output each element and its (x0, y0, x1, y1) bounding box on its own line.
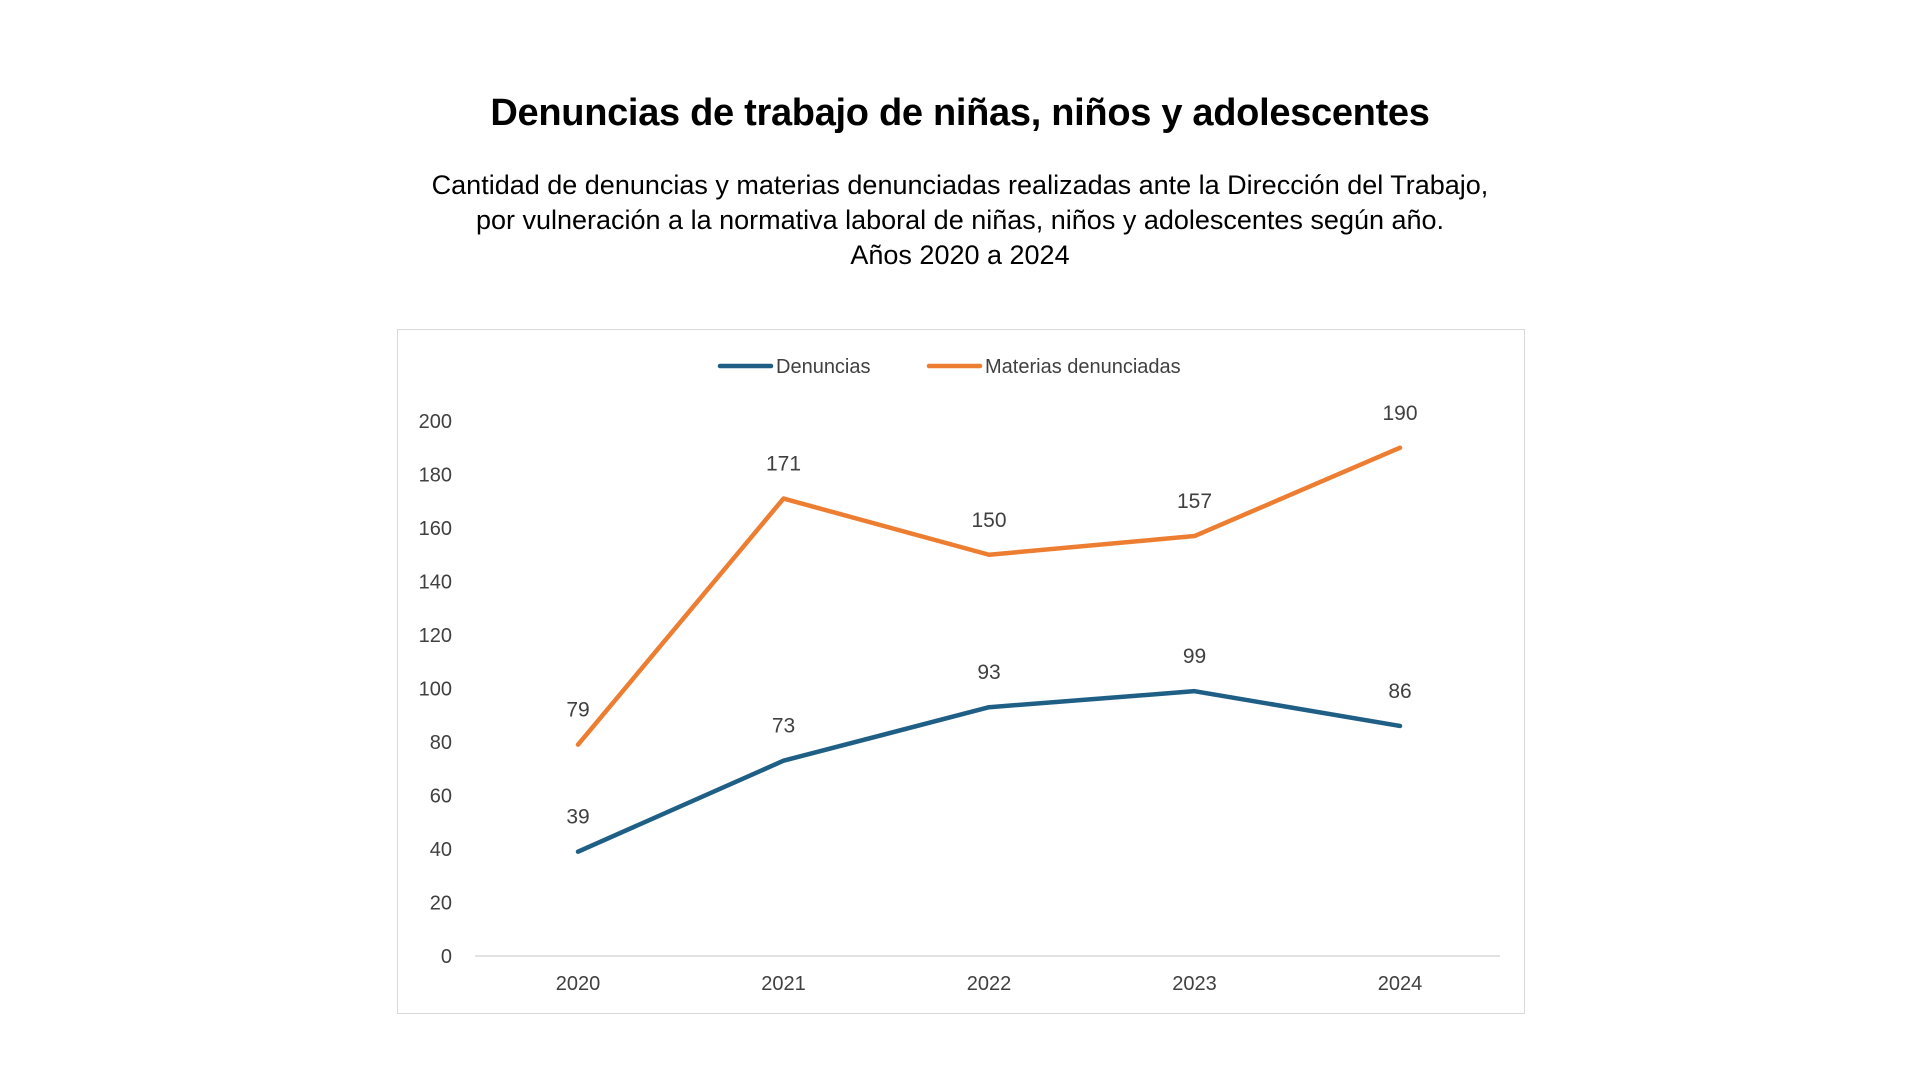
x-tick-label: 2024 (1378, 973, 1423, 995)
legend-label-denuncias: Denuncias (776, 356, 871, 378)
series-line-denuncias (575, 688, 1403, 854)
data-label: 86 (1388, 680, 1411, 703)
y-tick-label: 40 (430, 839, 452, 861)
y-tick-label: 120 (419, 625, 452, 647)
data-label: 190 (1382, 402, 1417, 425)
y-tick-label: 140 (419, 572, 452, 594)
series-line-materias-denunciadas (575, 445, 1403, 747)
y-tick-label: 180 (419, 465, 452, 487)
x-tick-label: 2021 (761, 973, 806, 995)
data-label: 93 (977, 661, 1000, 684)
x-tick-label: 2023 (1172, 973, 1217, 995)
subtitle-line-2: por vulneración a la normativa laboral d… (475, 205, 1445, 235)
chart-title: Denuncias de trabajo de niñas, niños y a… (490, 92, 1430, 134)
subtitle-line-3: Años 2020 a 2024 (850, 240, 1070, 270)
data-label: 39 (566, 806, 589, 829)
data-label: 73 (772, 715, 795, 738)
data-label: 150 (971, 509, 1006, 532)
data-label: 79 (566, 699, 589, 722)
x-tick-label: 2022 (967, 973, 1012, 995)
y-tick-label: 20 (430, 893, 452, 915)
subtitle-line-1: Cantidad de denuncias y materias denunci… (431, 170, 1489, 200)
y-tick-label: 60 (430, 786, 452, 808)
data-label: 171 (766, 453, 801, 476)
y-tick-label: 200 (419, 411, 452, 433)
legend-label-materias-denunciadas: Materias denunciadas (985, 356, 1181, 378)
y-tick-label: 100 (419, 679, 452, 701)
data-label: 157 (1177, 490, 1212, 513)
chart-area (397, 329, 1525, 1014)
y-tick-label: 80 (430, 732, 452, 754)
y-tick-label: 160 (419, 518, 452, 540)
chart-subtitle: Cantidad de denuncias y materias denunci… (0, 168, 1920, 273)
x-tick-label: 2020 (556, 973, 601, 995)
data-label: 99 (1183, 645, 1206, 668)
y-tick-label: 0 (441, 946, 452, 968)
